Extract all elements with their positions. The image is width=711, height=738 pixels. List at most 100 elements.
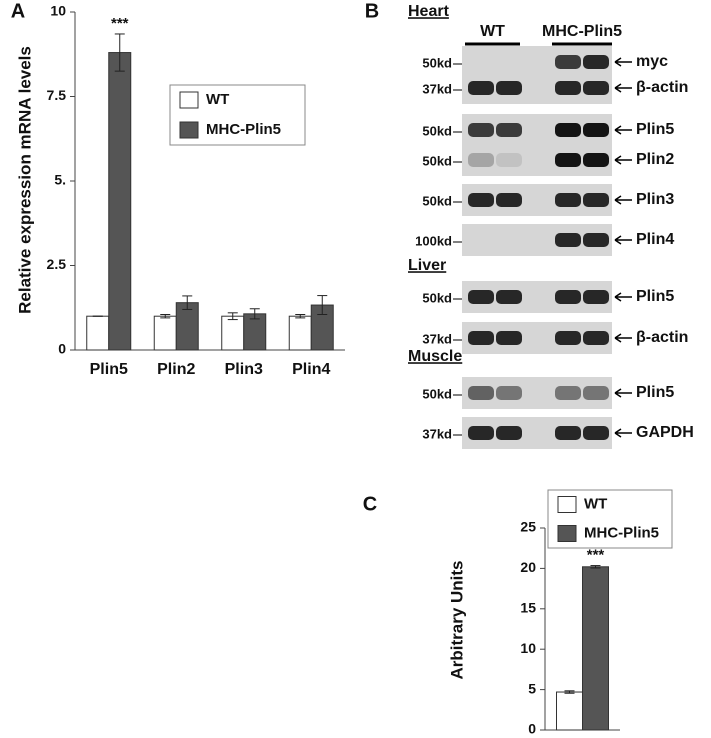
y-tick-label: 15: [520, 600, 536, 616]
y-tick-label: 20: [520, 559, 536, 575]
panel-label: B: [365, 0, 379, 22]
marker-label: 100kd: [415, 233, 452, 248]
bar: [288, 315, 312, 351]
y-tick-label: 25: [520, 519, 536, 535]
blot-band: [583, 123, 609, 137]
y-axis-label: Arbitrary Units: [447, 560, 466, 679]
marker-label: 50kd: [422, 290, 452, 305]
blot-band: [555, 123, 581, 137]
group-label: MHC-Plin5: [542, 23, 622, 40]
legend-label: WT: [206, 91, 229, 108]
arrow: [614, 125, 632, 135]
section-label: Muscle: [408, 348, 462, 365]
band-label: Plin5: [636, 121, 674, 138]
x-tick-label: Plin4: [292, 361, 330, 378]
error-bar: [249, 308, 260, 320]
y-tick-label: 2.5: [47, 256, 67, 272]
section-label: Heart: [408, 3, 450, 20]
panel-label: C: [363, 493, 377, 515]
band-label: β-actin: [636, 79, 688, 96]
section-label: Liver: [408, 257, 446, 274]
bar: [153, 315, 177, 351]
error-bar: [295, 314, 306, 319]
band-label: Plin2: [636, 151, 674, 168]
bar: [86, 315, 110, 351]
legend-label: MHC-Plin5: [206, 121, 281, 138]
blot-band: [583, 233, 609, 247]
blot-band: [496, 193, 522, 207]
arrow: [614, 235, 632, 245]
blot-band: [555, 386, 581, 400]
band-label: Plin5: [636, 384, 674, 401]
error-bar: [564, 690, 575, 694]
y-tick-label: 10: [520, 640, 536, 656]
blot-band: [468, 290, 494, 304]
legend-swatch: [557, 525, 577, 542]
y-tick-label: 10: [50, 3, 66, 19]
arrow: [614, 83, 632, 93]
blot-band: [468, 193, 494, 207]
legend-label: MHC-Plin5: [584, 524, 659, 541]
band-label: Plin4: [636, 231, 674, 248]
y-axis-label: Relative expression mRNA levels: [15, 46, 34, 314]
blot-band: [496, 153, 522, 167]
y-tick-label: 0: [58, 341, 66, 357]
blot-band: [555, 81, 581, 95]
marker-label: 37kd: [422, 81, 452, 96]
blot-band: [468, 331, 494, 345]
arrow: [614, 388, 632, 398]
marker-label: 37kd: [422, 331, 452, 346]
band-label: Plin3: [636, 191, 674, 208]
blot-band: [496, 81, 522, 95]
marker-label: 50kd: [422, 55, 452, 70]
band-label: GAPDH: [636, 424, 694, 441]
bar: [582, 566, 609, 731]
blot-band: [555, 193, 581, 207]
arrow: [614, 333, 632, 343]
arrow: [614, 428, 632, 438]
error-bar: [160, 314, 171, 319]
legend-swatch: [179, 121, 199, 139]
y-tick-label: 5: [528, 680, 536, 696]
blot-band: [496, 426, 522, 440]
blot-band: [555, 233, 581, 247]
blot-band: [496, 386, 522, 400]
legend-swatch: [179, 91, 199, 109]
blot-band: [496, 123, 522, 137]
marker-label: 50kd: [422, 386, 452, 401]
blot-band: [583, 193, 609, 207]
band-label: myc: [636, 53, 668, 70]
marker-label: 50kd: [422, 153, 452, 168]
blot-band: [583, 55, 609, 69]
x-tick-label: Plin5: [90, 361, 128, 378]
legend-swatch: [557, 496, 577, 513]
blot-band: [555, 153, 581, 167]
error-bar: [590, 565, 601, 569]
y-tick-label: 5.: [54, 172, 66, 188]
blot-band: [468, 153, 494, 167]
error-bar: [182, 295, 193, 310]
annotation: ***: [111, 15, 129, 32]
arrow: [614, 155, 632, 165]
bar: [221, 315, 245, 351]
y-tick-label: 0: [528, 721, 536, 737]
blot-band: [496, 290, 522, 304]
blot-band: [583, 290, 609, 304]
group-label: WT: [480, 23, 505, 40]
blot-band: [468, 386, 494, 400]
blot-band: [468, 426, 494, 440]
arrow: [614, 57, 632, 67]
bar: [108, 52, 132, 351]
error-bar: [317, 295, 328, 316]
panel-label: A: [11, 0, 25, 22]
blot-band: [583, 153, 609, 167]
error-bar: [114, 33, 125, 72]
blot-band: [583, 81, 609, 95]
blot-band: [583, 386, 609, 400]
blot-band: [583, 331, 609, 345]
x-tick-label: Plin3: [225, 361, 263, 378]
marker-label: 50kd: [422, 193, 452, 208]
band-label: β-actin: [636, 329, 688, 346]
arrow: [614, 292, 632, 302]
